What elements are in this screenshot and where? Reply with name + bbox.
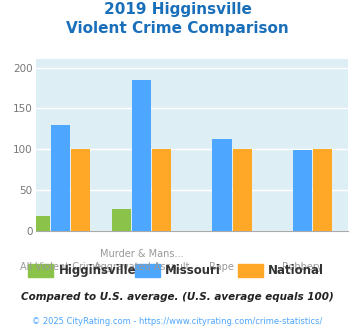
Bar [212, 140, 231, 231]
Text: All Violent Crime: All Violent Crime [20, 262, 101, 272]
Bar [132, 80, 151, 231]
Text: © 2025 CityRating.com - https://www.cityrating.com/crime-statistics/: © 2025 CityRating.com - https://www.city… [32, 317, 323, 326]
Bar [111, 209, 131, 231]
Bar [31, 216, 50, 231]
Text: National: National [268, 264, 324, 277]
Text: Aggravated Assault: Aggravated Assault [94, 262, 189, 272]
Bar [51, 125, 70, 231]
Bar [233, 149, 252, 231]
Text: 2019 Higginsville: 2019 Higginsville [104, 2, 251, 16]
Text: Murder & Mans...: Murder & Mans... [99, 249, 183, 259]
Text: Robbery: Robbery [282, 262, 323, 272]
Text: Rape: Rape [209, 262, 234, 272]
Text: Violent Crime Comparison: Violent Crime Comparison [66, 21, 289, 36]
Text: Higginsville: Higginsville [59, 264, 136, 277]
Bar [152, 149, 171, 231]
Bar [313, 149, 332, 231]
Text: Compared to U.S. average. (U.S. average equals 100): Compared to U.S. average. (U.S. average … [21, 292, 334, 302]
Text: Missouri: Missouri [165, 264, 221, 277]
Bar [293, 150, 312, 231]
Bar [71, 149, 91, 231]
